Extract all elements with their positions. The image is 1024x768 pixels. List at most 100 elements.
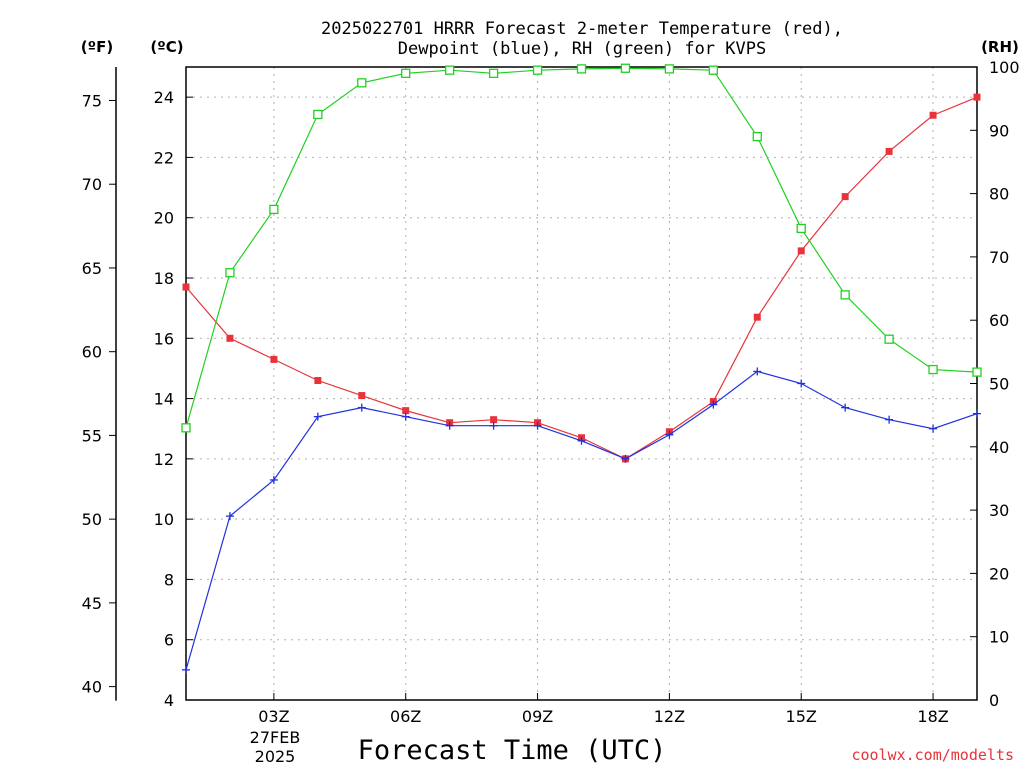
data-point bbox=[402, 407, 410, 415]
rh-tick-label: 0 bbox=[989, 691, 999, 710]
series-line bbox=[185, 370, 978, 671]
data-point bbox=[182, 665, 190, 674]
fahrenheit-unit-label: (ºF) bbox=[81, 38, 113, 56]
fahrenheit-tick-label: 75 bbox=[82, 91, 102, 110]
data-point bbox=[269, 204, 279, 215]
chart-title-line-2: Dewpoint (blue), RH (green) for KVPS bbox=[398, 39, 766, 59]
x-axis-title: Forecast Time (UTC) bbox=[358, 735, 667, 766]
data-point bbox=[841, 193, 849, 201]
celsius-tick-label: 20 bbox=[154, 209, 174, 228]
data-point bbox=[445, 421, 454, 430]
data-point bbox=[885, 415, 894, 424]
celsius-tick-label: 4 bbox=[164, 691, 174, 710]
data-point bbox=[577, 436, 586, 445]
fahrenheit-tick-label: 70 bbox=[82, 175, 102, 194]
data-point bbox=[972, 367, 982, 377]
celsius-tick-label: 22 bbox=[154, 148, 174, 167]
celsius-tick-label: 16 bbox=[154, 329, 174, 348]
x-tick-label: 09Z bbox=[522, 707, 553, 726]
fahrenheit-tick-label: 50 bbox=[82, 510, 102, 529]
data-point bbox=[533, 421, 542, 430]
axes bbox=[109, 66, 978, 701]
data-point bbox=[620, 63, 631, 73]
data-point bbox=[885, 147, 893, 155]
data-point bbox=[797, 379, 806, 388]
data-point bbox=[841, 403, 850, 412]
fahrenheit-tick-label: 40 bbox=[82, 678, 102, 697]
data-point bbox=[532, 65, 543, 75]
data-point bbox=[357, 78, 367, 88]
data-point bbox=[313, 412, 322, 421]
celsius-tick-label: 24 bbox=[154, 88, 174, 107]
x-tick-label: 15Z bbox=[786, 707, 817, 726]
data-point bbox=[752, 131, 762, 142]
plot-frame bbox=[185, 66, 978, 701]
x-tick-label: 12Z bbox=[654, 707, 685, 726]
data-point bbox=[357, 403, 366, 412]
credit-label: coolwx.com/modelts bbox=[851, 746, 1014, 764]
celsius-tick-label: 10 bbox=[154, 510, 174, 529]
fahrenheit-tick-label: 45 bbox=[82, 594, 102, 613]
data-point bbox=[796, 223, 806, 234]
date-label-year: 2025 bbox=[255, 747, 296, 766]
data-point bbox=[664, 64, 675, 74]
data-point bbox=[445, 65, 455, 75]
data-point bbox=[488, 68, 499, 78]
data-point bbox=[225, 268, 235, 278]
data-point bbox=[973, 93, 981, 101]
data-point bbox=[708, 65, 718, 75]
fahrenheit-tick-label: 65 bbox=[82, 259, 102, 278]
data-point bbox=[929, 111, 937, 119]
data-point bbox=[797, 247, 805, 255]
rh-tick-label: 100 bbox=[989, 58, 1020, 77]
data-point bbox=[753, 367, 762, 376]
x-tick-label: 18Z bbox=[917, 707, 948, 726]
x-tick-label: 06Z bbox=[390, 707, 421, 726]
data-point bbox=[929, 424, 938, 433]
data-point bbox=[270, 355, 278, 363]
data-point bbox=[401, 412, 410, 421]
data-point bbox=[401, 68, 411, 78]
data-point bbox=[621, 454, 630, 463]
data-point bbox=[576, 64, 587, 74]
celsius-tick-label: 12 bbox=[154, 450, 174, 469]
celsius-tick-label: 18 bbox=[154, 269, 174, 288]
data-point bbox=[840, 290, 850, 300]
rh-tick-label: 90 bbox=[989, 121, 1009, 140]
rh-tick-label: 40 bbox=[989, 438, 1009, 457]
data-point bbox=[226, 334, 234, 342]
celsius-tick-label: 14 bbox=[154, 390, 174, 409]
celsius-tick-label: 8 bbox=[164, 570, 174, 589]
tick-labels: 03Z 06Z 09Z 12Z 15Z 18Z 4 6 8 10 12 14 16 18 20 22 24 40 4… bbox=[82, 58, 1020, 726]
data-point bbox=[358, 392, 366, 400]
data-point bbox=[884, 334, 894, 344]
fahrenheit-tick-label: 60 bbox=[82, 343, 102, 362]
data-point bbox=[269, 475, 278, 484]
x-tick-label: 03Z bbox=[258, 707, 289, 726]
rh-tick-label: 30 bbox=[989, 501, 1009, 520]
data-point bbox=[314, 376, 322, 384]
fahrenheit-tick-label: 55 bbox=[82, 426, 102, 445]
data-point bbox=[225, 512, 234, 521]
data-point bbox=[928, 364, 938, 375]
data-point bbox=[182, 283, 190, 291]
celsius-tick-label: 6 bbox=[164, 631, 174, 650]
chart-title-line-1: 2025022701 HRRR Forecast 2-meter Tempera… bbox=[321, 19, 843, 39]
rh-tick-label: 50 bbox=[989, 375, 1009, 394]
data-point bbox=[181, 423, 191, 433]
rh-unit-label: (RH) bbox=[981, 38, 1019, 56]
rh-tick-label: 10 bbox=[989, 628, 1009, 647]
data-point bbox=[709, 400, 718, 409]
data-point bbox=[665, 430, 674, 439]
rh-tick-label: 70 bbox=[989, 248, 1009, 267]
data-point bbox=[313, 109, 323, 120]
rh-tick-label: 60 bbox=[989, 311, 1009, 330]
rh-tick-label: 20 bbox=[989, 564, 1009, 583]
data-point bbox=[973, 409, 981, 418]
grid-lines bbox=[186, 67, 977, 700]
data-point bbox=[490, 416, 498, 424]
rh-tick-label: 80 bbox=[989, 185, 1009, 204]
data-point bbox=[489, 421, 498, 430]
data-point bbox=[753, 313, 761, 321]
